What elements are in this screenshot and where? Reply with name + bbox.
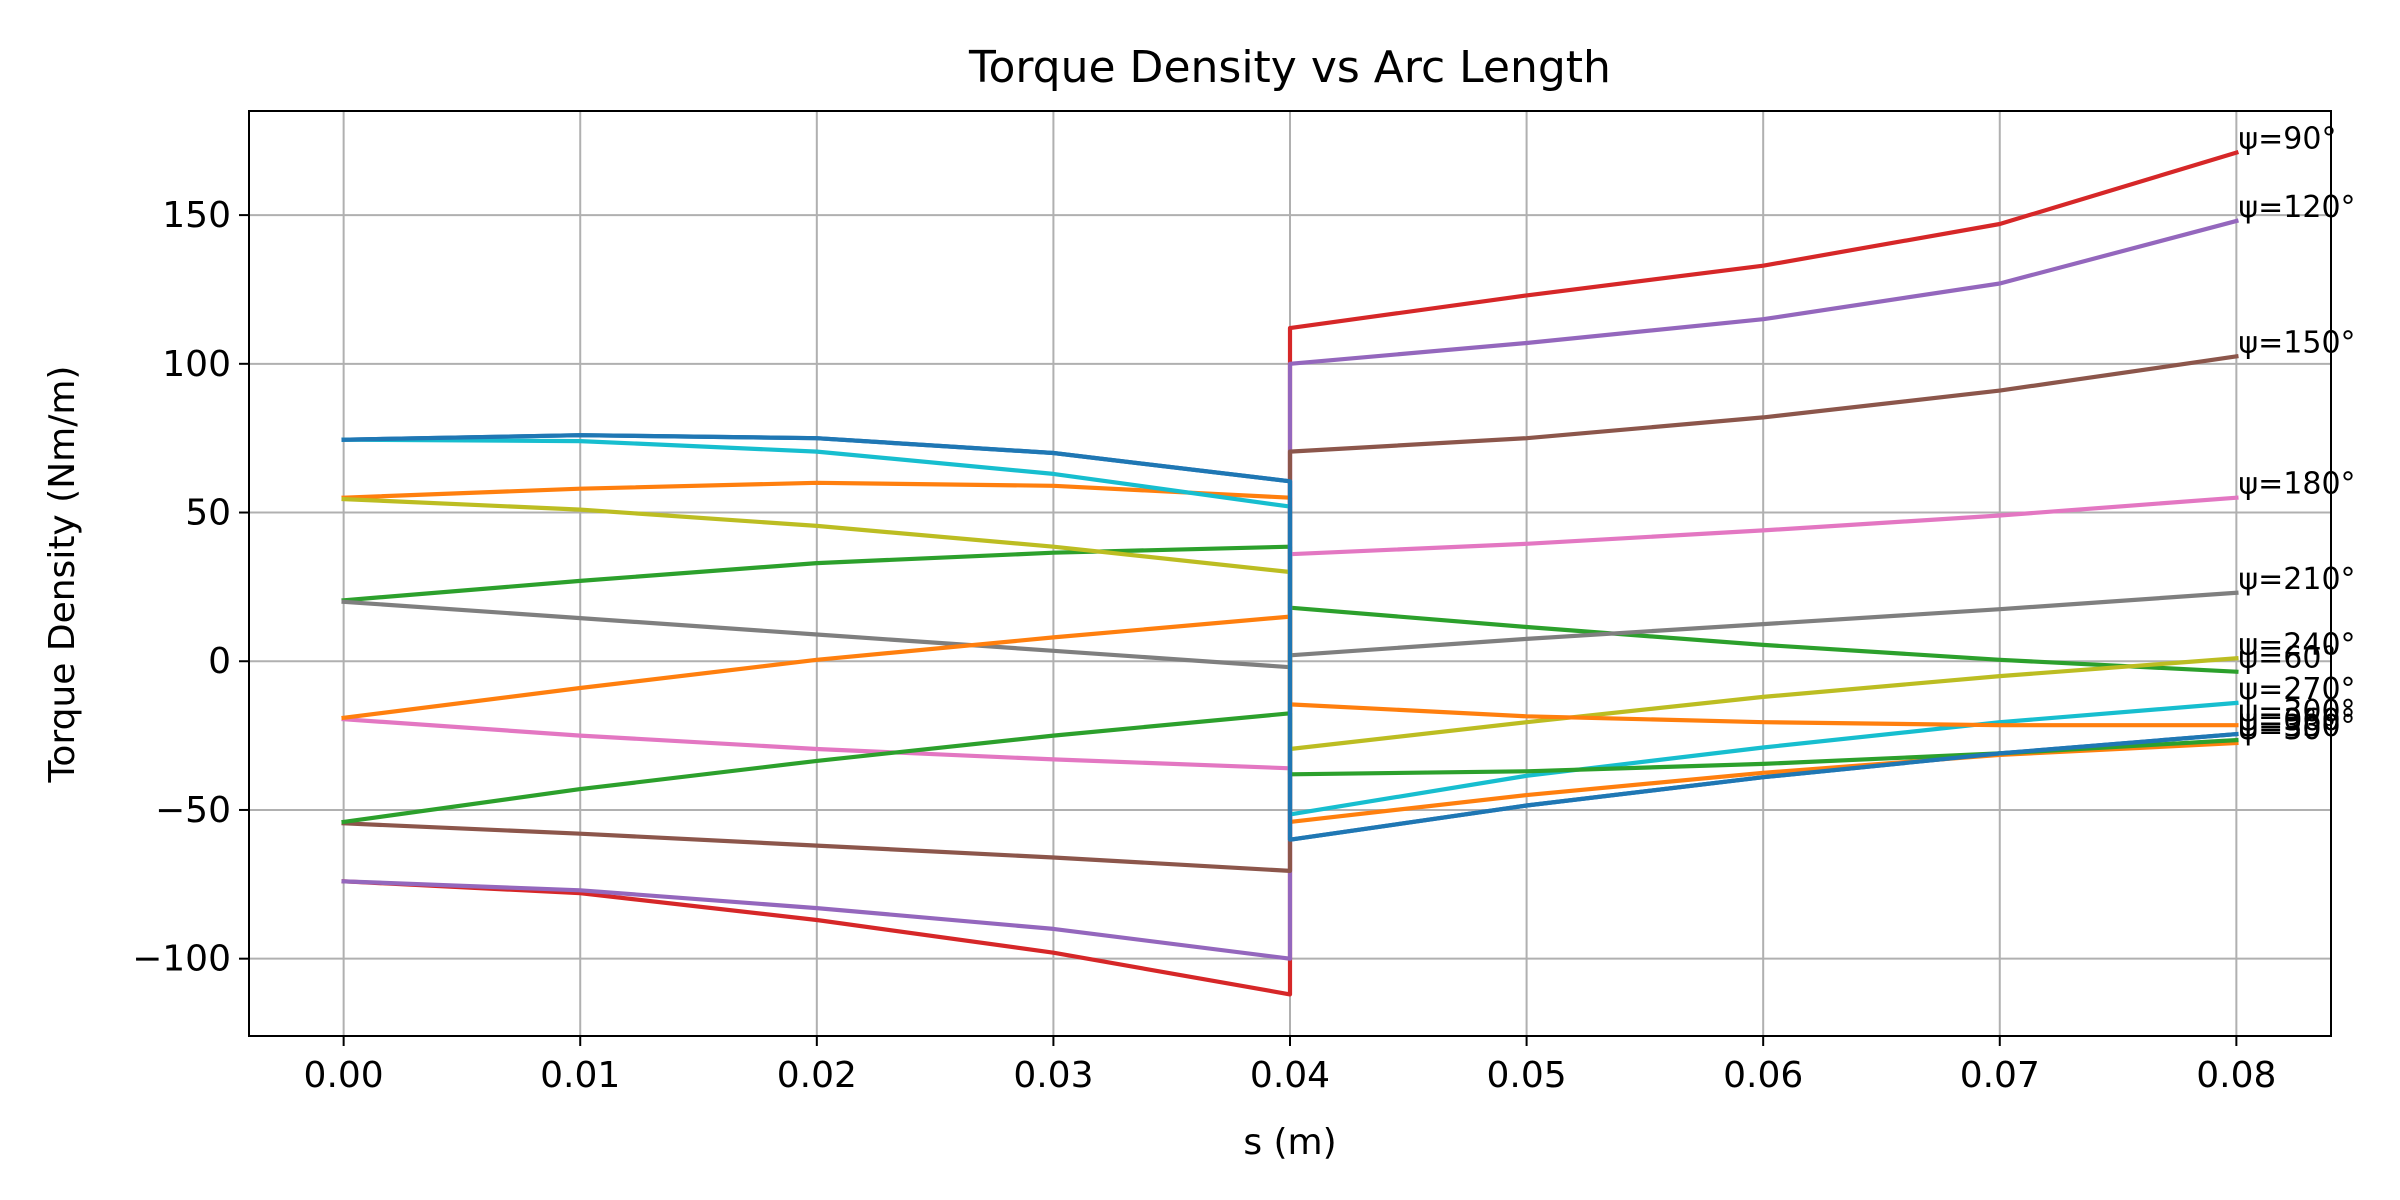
series-end-label: ψ=0° <box>2238 703 2317 738</box>
y-tick-label: 100 <box>162 344 231 385</box>
chart-title: Torque Density vs Arc Length <box>968 42 1611 93</box>
series-end-label: ψ=300° <box>2238 694 2355 729</box>
x-tick-label: 0.04 <box>1250 1055 1330 1096</box>
series-end-label: ψ=240° <box>2238 627 2355 662</box>
series-lines <box>341 149 2240 997</box>
x-tick-label: 0.06 <box>1723 1055 1803 1096</box>
series-end-label: ψ=90° <box>2238 122 2336 157</box>
x-tick-label: 0.01 <box>540 1055 620 1096</box>
series-line <box>341 433 2239 842</box>
series-end-label: ψ=330° <box>2238 709 2355 744</box>
series-end-label: ψ=270° <box>2238 672 2355 707</box>
series-end-label: ψ=30° <box>2238 712 2336 747</box>
series-end-label: ψ=150° <box>2238 325 2355 360</box>
x-tick-label: 0.05 <box>1487 1055 1567 1096</box>
x-tick-label: 0.00 <box>304 1055 384 1096</box>
x-tick-label: 0.08 <box>2196 1055 2276 1096</box>
series-end-label: ψ=120° <box>2238 190 2355 225</box>
x-axis: 0.00 0.01 0.02 0.03 0.04 0.05 0.06 0.07 0.08 <box>304 1036 2276 1096</box>
x-axis-title: s (m) <box>1243 1122 1336 1163</box>
y-tick-label: 150 <box>162 195 231 236</box>
y-tick-label: 0 <box>208 641 231 682</box>
series-end-label: ψ=210° <box>2238 562 2355 597</box>
y-tick-label: −100 <box>132 939 231 980</box>
series-end-label: ψ=180° <box>2238 467 2355 502</box>
y-axis: −100 −50 0 50 100 150 <box>132 195 249 980</box>
series-end-label: ψ=60° <box>2238 641 2336 676</box>
series-end-label: ψ=360° <box>2238 703 2355 738</box>
y-tick-label: −50 <box>155 790 231 831</box>
end-labels: ψ=90° ψ=120° ψ=150° ψ=180° ψ=210° ψ=240°ψ=60°… <box>2238 122 2355 747</box>
x-tick-label: 0.03 <box>1013 1055 1093 1096</box>
x-tick-label: 0.02 <box>777 1055 857 1096</box>
y-axis-title: Torque Density (Nm/m) <box>42 366 83 784</box>
x-tick-label: 0.07 <box>1960 1055 2040 1096</box>
y-tick-label: 50 <box>185 493 231 534</box>
